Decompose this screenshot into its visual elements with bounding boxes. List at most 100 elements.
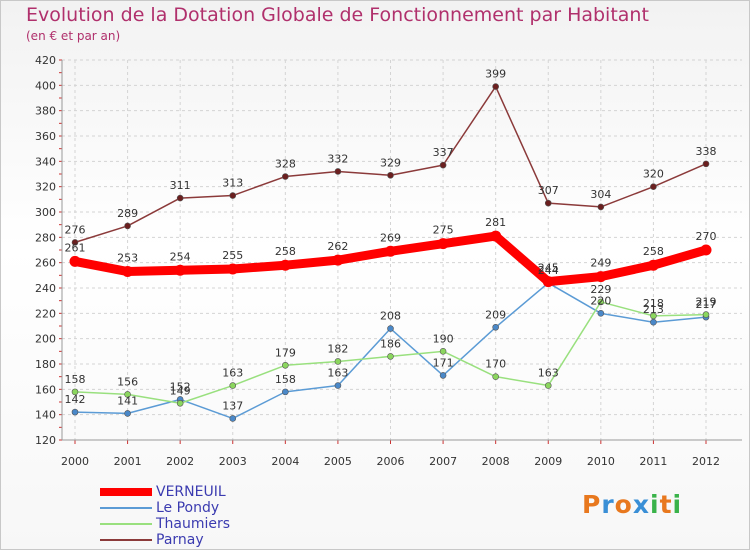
y-tick-label: 220 <box>35 307 56 320</box>
data-point-le-pondy <box>387 325 394 332</box>
data-point-verneuil <box>647 259 659 271</box>
data-point-thaumiers <box>597 298 605 306</box>
logo-letter: P <box>582 490 602 519</box>
data-label-parnay: 329 <box>380 156 401 169</box>
data-point-verneuil <box>385 245 396 257</box>
data-point-thaumiers <box>176 399 184 407</box>
data-point-verneuil <box>437 238 449 250</box>
axes: 120 140 160 180 200 220 240 260 280 300 320 340 360 3… <box>35 54 742 468</box>
data-label-le-pondy: 163 <box>327 367 348 380</box>
data-point-parnay <box>124 222 131 230</box>
x-tick-label: 2005 <box>324 455 352 468</box>
chart-subtitle: (en € et par an) <box>26 29 121 43</box>
data-point-le-pondy <box>334 382 342 389</box>
legend-swatch <box>100 507 152 509</box>
data-label-verneuil: 253 <box>117 252 138 265</box>
logo-letter: i <box>672 490 683 519</box>
legend-label: VERNEUIL <box>156 484 226 500</box>
data-point-thaumiers <box>387 353 394 360</box>
data-point-le-pondy <box>650 318 657 326</box>
data-label-thaumiers: 218 <box>643 297 664 310</box>
y-tick-label: 160 <box>35 383 56 396</box>
data-point-verneuil <box>122 266 134 278</box>
logo-letter: i <box>650 490 660 519</box>
data-label-verneuil: 261 <box>65 241 86 254</box>
data-label-verneuil: 258 <box>643 245 664 258</box>
data-point-le-pondy <box>71 408 79 416</box>
data-label-thaumiers: 156 <box>117 375 138 388</box>
data-label-le-pondy: 244 <box>538 264 559 277</box>
data-point-verneuil <box>279 259 291 271</box>
data-label-verneuil: 281 <box>485 216 506 229</box>
data-label-le-pondy: 141 <box>117 394 138 407</box>
data-point-parnay <box>282 173 289 180</box>
data-label-parnay: 276 <box>65 223 86 236</box>
data-point-verneuil <box>227 263 239 275</box>
data-point-le-pondy <box>229 415 237 422</box>
y-tick-label: 400 <box>35 79 56 92</box>
data-label-parnay: 313 <box>222 177 243 190</box>
data-label-thaumiers: 186 <box>380 337 401 350</box>
data-point-parnay <box>650 183 657 190</box>
x-tick-label: 2009 <box>534 455 562 468</box>
data-label-parnay: 337 <box>433 146 454 159</box>
data-label-verneuil: 262 <box>327 240 348 253</box>
data-point-verneuil <box>69 255 81 267</box>
data-point-thaumiers <box>71 388 79 396</box>
data-label-thaumiers: 149 <box>170 384 191 397</box>
legend-swatch <box>100 488 152 496</box>
data-point-le-pondy <box>439 372 447 379</box>
x-tick-label: 2008 <box>482 455 510 468</box>
data-point-verneuil <box>332 254 344 266</box>
data-point-le-pondy <box>282 388 289 396</box>
data-point-parnay <box>71 239 79 246</box>
data-label-parnay: 338 <box>696 145 717 158</box>
logo-letter: t <box>659 490 673 519</box>
data-label-parnay: 399 <box>485 68 506 81</box>
y-tick-label: 140 <box>35 409 56 422</box>
data-point-thaumiers <box>492 373 499 380</box>
data-label-thaumiers: 179 <box>275 346 296 359</box>
x-tick-label: 2007 <box>429 455 457 468</box>
series-lines <box>69 83 712 422</box>
data-label-thaumiers: 158 <box>65 373 86 386</box>
y-tick-label: 240 <box>35 282 56 295</box>
proxiti-logo: Proxiti <box>582 490 682 519</box>
data-label-le-pondy: 209 <box>485 308 506 321</box>
x-tick-label: 2012 <box>692 455 720 468</box>
y-tick-label: 280 <box>35 231 56 244</box>
data-point-parnay <box>702 160 710 168</box>
data-label-parnay: 307 <box>538 184 559 197</box>
data-labels: 142 141 152 137 158 163 208 171 209 244 220 213 217 1… <box>65 68 717 413</box>
x-tick-label: 2002 <box>166 455 194 468</box>
data-label-le-pondy: 152 <box>170 380 191 393</box>
data-label-le-pondy: 208 <box>380 310 401 323</box>
data-label-verneuil: 269 <box>380 231 401 244</box>
y-tick-label: 260 <box>35 257 56 270</box>
data-label-verneuil: 258 <box>275 245 296 258</box>
data-label-parnay: 328 <box>275 158 296 171</box>
data-point-thaumiers <box>702 311 710 318</box>
x-tick-label: 2003 <box>219 455 247 468</box>
data-point-thaumiers <box>439 348 447 355</box>
y-tick-label: 360 <box>35 130 56 143</box>
data-point-parnay <box>544 199 552 207</box>
data-label-verneuil: 255 <box>222 249 243 262</box>
data-point-verneuil <box>542 276 554 288</box>
x-tick-label: 2004 <box>271 455 299 468</box>
x-tick-label: 2011 <box>639 455 667 468</box>
data-label-thaumiers: 229 <box>590 283 611 296</box>
data-label-le-pondy: 220 <box>590 294 611 307</box>
data-label-thaumiers: 190 <box>433 332 454 345</box>
data-label-verneuil: 270 <box>696 230 717 243</box>
legend-label: Thaumiers <box>156 516 231 532</box>
y-tick-label: 180 <box>35 358 56 371</box>
data-point-thaumiers <box>544 382 552 389</box>
data-label-le-pondy: 158 <box>275 373 296 386</box>
data-point-verneuil <box>595 271 607 283</box>
data-label-thaumiers: 163 <box>538 367 559 380</box>
data-point-verneuil <box>490 230 502 242</box>
data-point-parnay <box>387 171 394 179</box>
y-tick-label: 120 <box>35 434 56 447</box>
